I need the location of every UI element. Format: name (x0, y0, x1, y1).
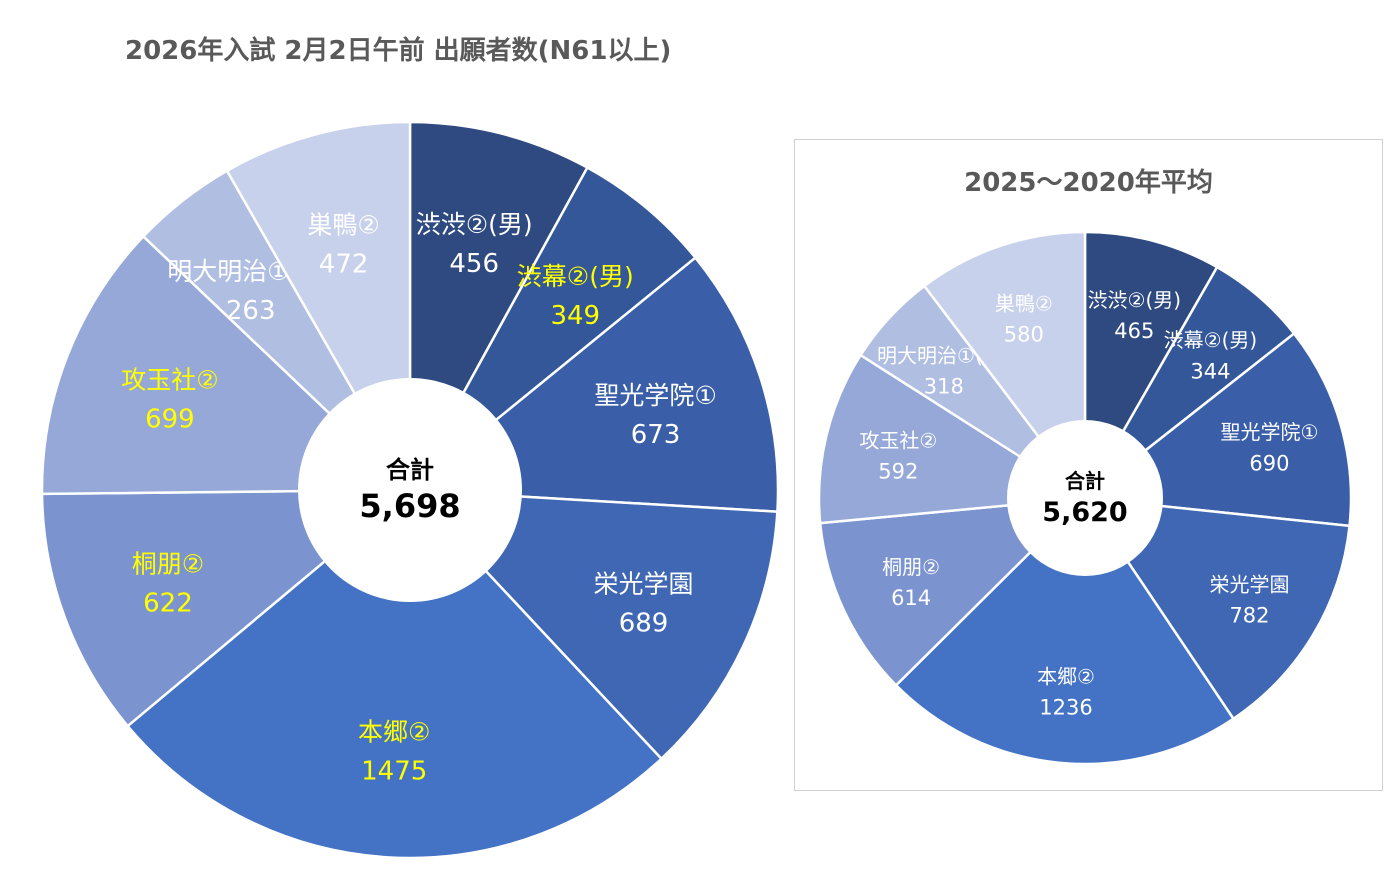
slice-value-label: 673 (631, 420, 681, 450)
slice-name-label: 聖光学院① (594, 381, 716, 410)
slice-value-label: 622 (143, 588, 193, 618)
slice-value-label: 580 (1004, 323, 1044, 347)
slice-6 (818, 496, 1089, 688)
slice-5 (125, 488, 664, 860)
slice-name-label: 本郷② (358, 718, 430, 747)
slice-value-label: 349 (550, 301, 600, 331)
slice-value-label: 614 (891, 586, 931, 610)
slice-name-label: 聖光学院① (1221, 420, 1319, 444)
average-chart-frame: 2025～2020年平均 (794, 139, 1383, 791)
total-value: 5,620 (1042, 497, 1127, 528)
slice-name-label: 渋渋②(男) (416, 210, 533, 239)
slice-name-label: 渋渋②(男) (1088, 288, 1182, 312)
chart-title: 2026年入試 2月2日午前 出願者数(N61以上) (125, 36, 672, 66)
slice-name-label: 巣鴨② (307, 211, 379, 240)
slice-4 (406, 488, 779, 761)
slice-value-label: 263 (226, 296, 276, 326)
slice-value-label: 1236 (1039, 696, 1092, 720)
slice-value-label: 690 (1249, 451, 1289, 475)
slice-name-label: 桐朋② (882, 555, 940, 579)
slice-value-label: 318 (924, 374, 964, 398)
total-label: 合計 (1065, 469, 1105, 493)
slice-value-label: 592 (878, 460, 918, 484)
slice-name-label: 渋幕②(男) (517, 262, 634, 291)
slice-name-label: 渋幕②(男) (1164, 328, 1258, 352)
slice-value-label: 689 (619, 609, 669, 639)
slice-value-label: 472 (319, 250, 369, 280)
slice-value-label: 456 (449, 249, 499, 279)
donut-hole (1007, 420, 1163, 576)
slice-4 (1082, 496, 1351, 721)
slice-name-label: 桐朋② (132, 549, 204, 578)
slice-value-label: 782 (1229, 604, 1269, 628)
slice-value-label: 465 (1114, 319, 1154, 343)
total-label: 合計 (386, 456, 434, 484)
slice-name-label: 栄光学園 (594, 570, 694, 599)
total-value: 5,698 (359, 487, 460, 525)
slice-value-label: 344 (1190, 359, 1230, 383)
slice-value-label: 699 (145, 405, 195, 435)
slice-value-label: 1475 (361, 757, 427, 787)
donut-chart-2: 渋渋②(男) 465 渋幕②(男) 344 聖光学院① 690 栄光学園 782 本郷② 1236… (817, 230, 1353, 766)
slice-5 (894, 496, 1236, 766)
average-chart-title: 2025～2020年平均 (964, 168, 1213, 198)
slice-name-label: 攻玉社② (121, 366, 218, 395)
donut-chart-1: 渋渋②(男) 456 渋幕②(男) 349 聖光学院① 673 栄光学園 689 本郷② 1475… (40, 120, 780, 860)
donut-hole (298, 378, 522, 602)
slice-name-label: 攻玉社② (859, 428, 937, 452)
slice-name-label: 栄光学園 (1209, 572, 1289, 596)
slice-name-label: 本郷② (1037, 664, 1095, 688)
slice-name-label: 巣鴨② (995, 291, 1053, 315)
